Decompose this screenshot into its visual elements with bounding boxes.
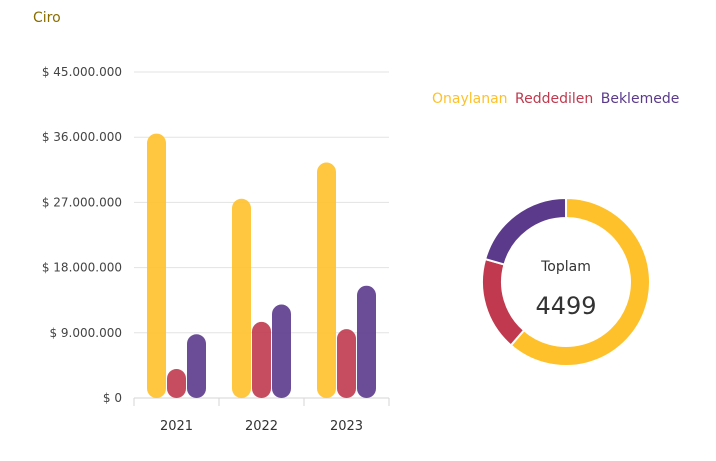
- donut-slice-onaylanan[interactable]: [509, 196, 651, 367]
- legend-beklemede[interactable]: Beklemede: [600, 91, 680, 107]
- x-category-label: 2022: [245, 419, 278, 434]
- y-tick-label: $ 36.000.000: [42, 130, 122, 144]
- y-tick-label: $ 9.000.000: [49, 326, 122, 340]
- bar-beklemede-2021[interactable]: [187, 334, 206, 398]
- legend: Onaylanan Reddedilen Beklemede: [432, 91, 682, 107]
- y-tick-label: $ 45.000.000: [42, 65, 122, 79]
- y-tick-label: $ 18.000.000: [42, 261, 122, 275]
- bar-reddedilen-2021[interactable]: [167, 369, 186, 398]
- bar-beklemede-2023[interactable]: [357, 285, 376, 398]
- donut-center-value: 4499: [535, 292, 596, 320]
- bar-onaylanan-2021[interactable]: [147, 133, 166, 399]
- bar-reddedilen-2023[interactable]: [337, 329, 356, 398]
- bar-onaylanan-2022[interactable]: [232, 198, 251, 398]
- legend-onaylanan[interactable]: Onaylanan: [432, 91, 508, 107]
- donut-slice-reddedilen[interactable]: [481, 257, 526, 347]
- y-tick-label: $ 27.000.000: [42, 195, 122, 209]
- x-category-label: 2023: [330, 419, 363, 434]
- donut-slice-beklemede[interactable]: [483, 196, 567, 266]
- legend-reddedilen[interactable]: Reddedilen: [515, 91, 594, 107]
- chart-title: Ciro: [33, 10, 61, 26]
- bar-reddedilen-2022[interactable]: [252, 321, 271, 398]
- donut-center-title: Toplam: [540, 259, 591, 275]
- bar-beklemede-2022[interactable]: [272, 304, 291, 398]
- y-tick-label: $ 0: [103, 391, 122, 405]
- bar-onaylanan-2023[interactable]: [317, 162, 336, 398]
- x-category-label: 2021: [160, 419, 193, 434]
